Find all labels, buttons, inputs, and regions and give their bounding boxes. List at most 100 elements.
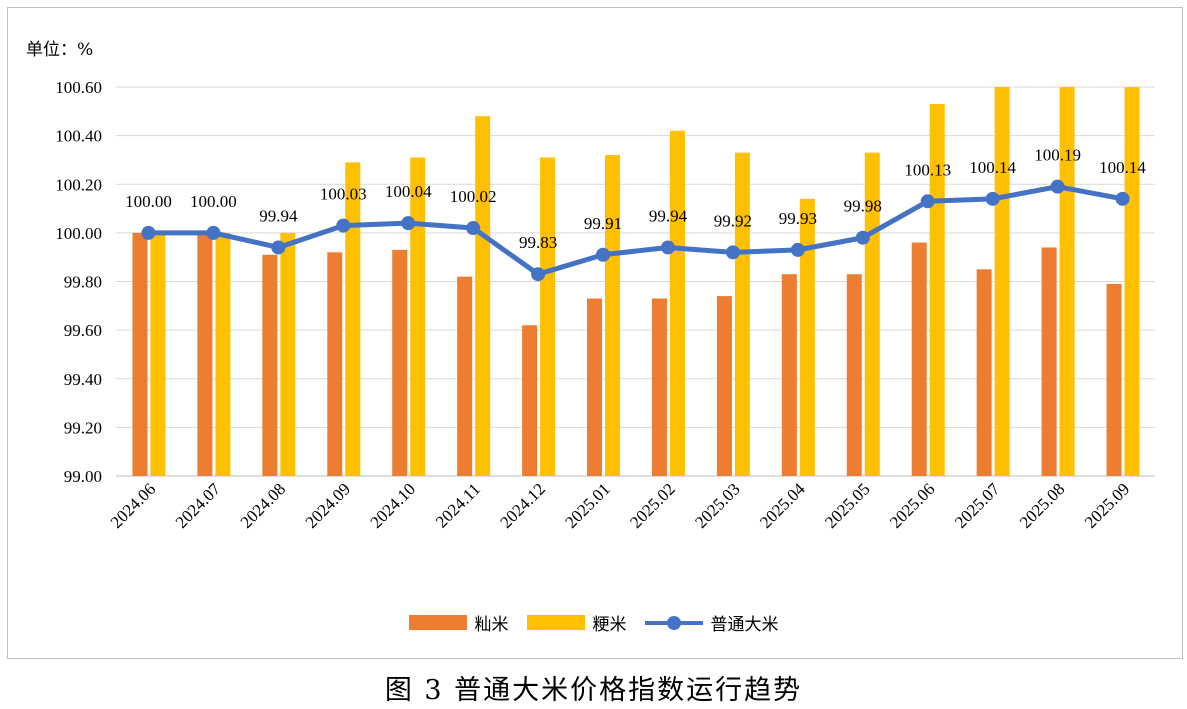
legend-label-ordinary-rice: 普通大米 — [710, 615, 779, 635]
point-ordinary-rice — [1050, 179, 1065, 194]
unit-label: 单位：% — [26, 40, 94, 60]
bar-japonica — [929, 104, 945, 477]
legend-label-japonica: 粳米 — [592, 615, 627, 635]
bar-indica — [587, 298, 603, 476]
data-label: 99.83 — [519, 233, 557, 252]
y-tick-label: 99.60 — [64, 321, 102, 340]
x-tick-label: 2025.02 — [626, 479, 679, 532]
bar-japonica — [150, 232, 166, 476]
point-ordinary-rice — [336, 218, 351, 233]
x-tick-label: 2024.10 — [367, 479, 420, 532]
bar-indica — [522, 325, 538, 476]
line-ordinary-rice — [145, 184, 1126, 277]
bar-indica — [1106, 283, 1122, 476]
point-ordinary-rice — [985, 191, 1000, 206]
data-label: 99.94 — [649, 206, 688, 225]
x-tick-label: 2024.06 — [107, 479, 160, 532]
bar-indica — [911, 242, 927, 476]
bar-japonica — [669, 130, 685, 476]
x-tick-label: 2025.04 — [756, 479, 809, 532]
legend-item-ordinary-rice: 普通大米 — [644, 610, 779, 635]
x-tick-label: 2025.05 — [821, 479, 874, 532]
y-tick-label: 99.00 — [64, 467, 102, 486]
x-tick-label: 2025.08 — [1016, 479, 1069, 532]
x-tick-label: 2024.08 — [237, 479, 290, 532]
x-tick-label: 2025.03 — [691, 479, 744, 532]
point-ordinary-rice — [141, 225, 156, 240]
data-label: 100.13 — [904, 160, 951, 179]
bar-japonica — [605, 155, 621, 476]
legend-swatch-japonica — [526, 615, 585, 630]
point-ordinary-rice — [206, 225, 221, 240]
bar-japonica — [994, 87, 1010, 476]
data-label: 100.02 — [450, 187, 497, 206]
data-label: 99.98 — [844, 197, 882, 216]
data-label: 99.93 — [779, 209, 817, 228]
bar-indica — [262, 254, 278, 476]
x-tick-label: 2025.09 — [1081, 479, 1134, 532]
legend-item-indica: 籼米 — [408, 610, 509, 635]
point-ordinary-rice — [596, 247, 611, 262]
bar-japonica — [280, 232, 296, 476]
point-ordinary-rice — [466, 221, 481, 236]
point-ordinary-rice — [401, 216, 416, 231]
y-tick-label: 100.60 — [55, 78, 102, 97]
data-label: 100.04 — [385, 182, 432, 201]
y-tick-label: 99.80 — [64, 273, 102, 292]
legend: 籼米 粳米 普通大米 — [0, 610, 1187, 635]
bar-indica — [846, 274, 862, 476]
x-tick-label: 2025.07 — [951, 479, 1004, 532]
y-tick-label: 100.00 — [55, 224, 102, 243]
point-ordinary-rice — [920, 194, 935, 209]
bar-japonica — [475, 116, 491, 477]
y-tick-label: 100.40 — [55, 127, 102, 146]
point-ordinary-rice — [271, 240, 286, 255]
x-tick-label: 2024.07 — [172, 479, 225, 532]
data-label: 100.00 — [190, 192, 237, 211]
y-tick-label: 100.20 — [55, 175, 102, 194]
legend-swatch-indica — [408, 615, 467, 630]
bar-japonica — [799, 198, 815, 476]
point-ordinary-rice — [531, 267, 546, 282]
point-ordinary-rice — [660, 240, 675, 255]
legend-swatch-ordinary-rice — [644, 615, 703, 630]
x-tick-label: 2024.12 — [496, 479, 549, 532]
x-tick-label: 2025.06 — [886, 479, 939, 532]
bar-japonica — [345, 162, 361, 476]
y-tick-label: 99.40 — [64, 370, 102, 389]
data-label: 100.00 — [125, 192, 172, 211]
data-label: 99.92 — [714, 211, 752, 230]
bar-indica — [197, 232, 213, 476]
y-tick-label: 99.20 — [64, 418, 102, 437]
bar-indica — [392, 249, 408, 476]
bar-indica — [716, 296, 732, 476]
data-label: 100.14 — [1099, 158, 1146, 177]
bar-japonica — [410, 157, 426, 476]
bar-japonica — [1124, 87, 1140, 476]
bar-indica — [132, 232, 148, 476]
data-label: 99.94 — [259, 206, 298, 225]
bar-indica — [781, 274, 797, 476]
data-label: 100.03 — [320, 185, 367, 204]
x-tick-label: 2024.11 — [432, 479, 484, 531]
point-ordinary-rice — [855, 230, 870, 245]
point-ordinary-rice — [725, 245, 740, 260]
x-tick-label: 2025.01 — [561, 479, 614, 532]
x-tick-label: 2024.09 — [302, 479, 355, 532]
bar-indica — [327, 252, 343, 476]
point-ordinary-rice — [790, 242, 805, 257]
bar-japonica — [540, 157, 556, 476]
data-label: 100.19 — [1034, 146, 1081, 165]
legend-item-japonica: 粳米 — [526, 610, 627, 635]
data-label: 100.14 — [969, 158, 1016, 177]
bar-indica — [976, 269, 992, 476]
figure-caption: 图 3 普通大米价格指数运行趋势 — [384, 675, 803, 706]
bar-indica — [457, 276, 473, 476]
bar-indica — [1041, 247, 1057, 476]
bar-indica — [651, 298, 667, 476]
bar-japonica — [734, 152, 750, 477]
data-label: 99.91 — [584, 214, 622, 233]
legend-label-indica: 籼米 — [474, 615, 509, 635]
bar-japonica — [215, 232, 231, 476]
